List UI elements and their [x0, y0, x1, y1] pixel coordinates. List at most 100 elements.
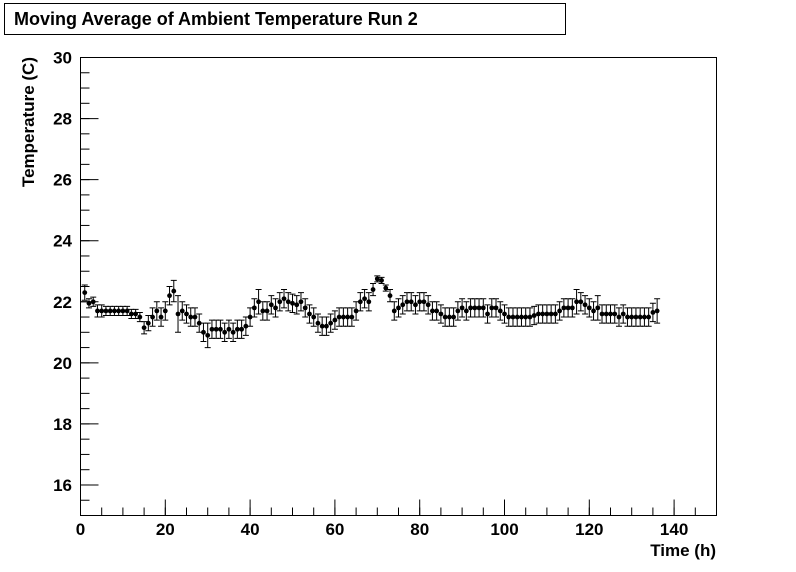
data-point: [569, 305, 575, 311]
data-point: [455, 308, 461, 314]
data-point: [408, 299, 414, 305]
data-point: [396, 305, 401, 311]
data-point: [150, 314, 155, 320]
data-point: [425, 302, 431, 308]
data-point: [90, 299, 96, 305]
data-point: [264, 308, 270, 314]
data-point: [234, 326, 240, 332]
data-point: [629, 314, 635, 320]
data-point: [298, 299, 304, 305]
data-point: [145, 320, 151, 326]
data-point: [603, 311, 609, 317]
data-point: [591, 308, 596, 314]
data-point: [311, 314, 317, 320]
data-point: [519, 314, 524, 320]
x-tick-label: 100: [490, 520, 518, 539]
data-point: [459, 305, 465, 311]
data-point: [451, 314, 457, 320]
data-point: [544, 311, 550, 317]
data-point: [565, 305, 571, 311]
data-point: [230, 329, 236, 335]
data-point: [112, 308, 117, 314]
data-point: [531, 313, 537, 318]
data-point: [557, 308, 563, 314]
y-tick-label: 22: [53, 293, 72, 312]
data-point: [485, 311, 490, 317]
data-point: [383, 285, 389, 291]
data-point: [243, 323, 249, 329]
data-point: [637, 314, 643, 320]
data-point: [468, 305, 473, 311]
data-point: [154, 308, 160, 314]
data-point: [357, 299, 363, 305]
x-tick-label: 60: [325, 520, 344, 539]
data-point: [476, 305, 482, 311]
data-point: [328, 320, 334, 326]
data-point: [463, 308, 469, 314]
data-point: [285, 299, 291, 305]
data-point: [260, 308, 266, 314]
data-point: [620, 311, 626, 317]
data-point: [642, 314, 647, 320]
data-point: [319, 323, 325, 329]
data-point: [540, 311, 546, 317]
data-point: [179, 308, 185, 314]
data-point: [251, 305, 257, 311]
data-point: [133, 311, 139, 317]
data-point: [400, 302, 406, 308]
data-point: [582, 302, 588, 308]
data-point: [574, 299, 579, 305]
y-tick-label: 16: [53, 476, 72, 495]
data-point: [561, 305, 567, 311]
data-point: [124, 308, 130, 314]
data-point: [345, 314, 351, 320]
x-tick-label: 0: [76, 520, 85, 539]
data-point: [527, 314, 533, 320]
data-point: [625, 314, 630, 320]
data-point: [162, 308, 168, 314]
data-point: [374, 276, 380, 282]
data-point: [387, 293, 393, 299]
data-point: [536, 311, 541, 317]
data-point: [175, 311, 181, 317]
data-point: [302, 305, 308, 311]
data-point: [256, 299, 261, 305]
data-point: [366, 299, 372, 305]
data-point: [650, 310, 656, 315]
y-tick-label: 26: [53, 171, 72, 190]
data-point: [99, 308, 105, 314]
data-point: [489, 305, 495, 311]
data-point: [430, 308, 435, 314]
data-point: [158, 314, 164, 320]
data-point: [552, 311, 558, 317]
data-point: [332, 317, 338, 323]
data-point: [277, 299, 283, 305]
data-point: [493, 305, 499, 311]
data-point: [315, 320, 321, 326]
data-point: [633, 314, 639, 320]
data-point: [95, 308, 100, 314]
data-point: [391, 308, 397, 314]
x-tick-label: 80: [410, 520, 429, 539]
data-point: [239, 326, 245, 332]
data-point: [82, 290, 88, 296]
data-point: [290, 300, 295, 306]
data-point: [336, 314, 342, 320]
data-point: [616, 314, 622, 320]
y-tick-label: 28: [53, 110, 72, 129]
data-point: [86, 300, 92, 306]
data-point: [362, 296, 367, 302]
data-point: [205, 332, 211, 338]
data-point: [188, 314, 194, 320]
data-point: [218, 326, 223, 332]
x-tick-label: 40: [241, 520, 260, 539]
data-point: [434, 308, 440, 314]
data-point: [222, 329, 228, 335]
data-point: [608, 311, 613, 317]
data-point: [510, 314, 516, 320]
y-tick-label: 20: [53, 354, 72, 373]
x-tick-label: 20: [156, 520, 175, 539]
data-point: [370, 287, 376, 292]
